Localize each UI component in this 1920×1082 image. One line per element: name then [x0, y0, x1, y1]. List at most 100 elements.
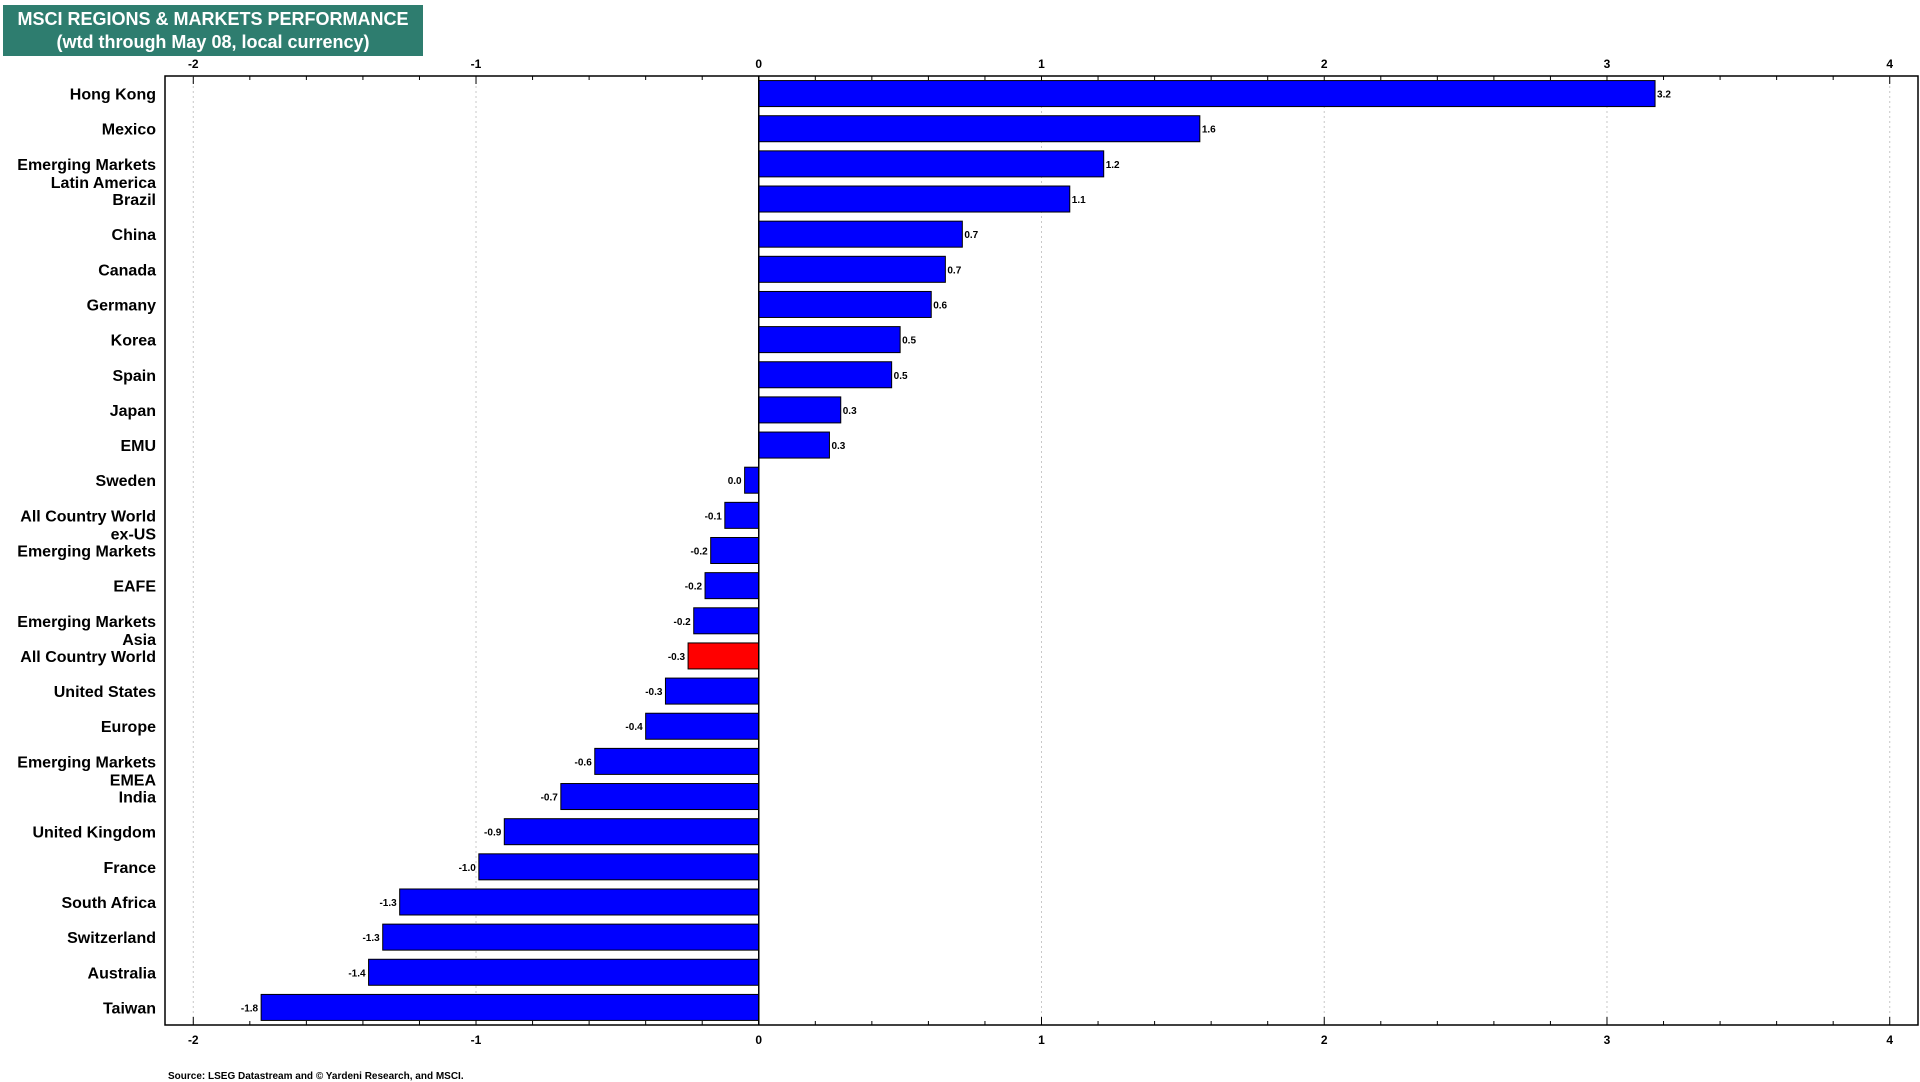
category-label-line2: Latin America [51, 175, 156, 192]
data-label: -1.4 [348, 968, 366, 979]
bar [710, 536, 760, 565]
data-label: -0.4 [625, 722, 643, 733]
bar [744, 466, 760, 494]
category-label: Brazil [112, 192, 156, 209]
data-label: 0.7 [964, 230, 978, 241]
x-tick-label-bottom: 2 [1321, 1033, 1328, 1047]
bar [560, 783, 760, 811]
data-label: 1.1 [1072, 195, 1086, 206]
data-label: 0.0 [728, 476, 742, 487]
category-label: EMU [120, 438, 156, 455]
bar [758, 185, 1071, 213]
bar [687, 642, 760, 670]
data-label: -1.8 [241, 1003, 259, 1014]
bar [758, 326, 901, 354]
bar [724, 501, 760, 529]
x-tick-label-top: 0 [755, 57, 762, 71]
data-label: -0.3 [645, 687, 663, 698]
data-label: -0.3 [668, 652, 686, 663]
bar [758, 80, 1656, 108]
data-label: -0.1 [705, 511, 723, 522]
data-label: -0.2 [690, 547, 708, 558]
category-label: South Africa [61, 895, 156, 912]
bar [399, 888, 760, 916]
x-tick-label-bottom: 0 [755, 1033, 762, 1047]
data-label: -1.0 [459, 863, 477, 874]
category-label: Spain [112, 368, 156, 385]
category-label: China [112, 227, 157, 244]
category-label: India [119, 790, 156, 807]
category-label: Hong Kong [70, 87, 156, 104]
category-label-line2: EMEA [110, 772, 157, 789]
category-label: Emerging Markets [17, 157, 156, 174]
chart-subtitle: (wtd through May 08, local currency) [56, 32, 370, 52]
category-label: United Kingdom [32, 825, 156, 842]
bar [260, 993, 760, 1021]
x-tick-label-bottom: -1 [471, 1033, 482, 1047]
bar [758, 396, 842, 424]
category-label: Sweden [96, 473, 156, 490]
bar [645, 712, 760, 740]
source-note: Source: LSEG Datastream and © Yardeni Re… [168, 1071, 464, 1082]
data-label: 0.6 [933, 300, 947, 311]
bar [758, 255, 946, 283]
bar [758, 150, 1105, 178]
category-label: EAFE [113, 579, 156, 596]
category-label: Europe [101, 719, 156, 736]
bar [368, 958, 760, 986]
data-label: -0.9 [484, 828, 502, 839]
x-tick-label-bottom: 1 [1038, 1033, 1045, 1047]
x-tick-label-top: 1 [1038, 57, 1045, 71]
category-label: All Country World [20, 508, 156, 525]
data-label: 1.2 [1106, 160, 1120, 171]
data-label: -1.3 [379, 898, 397, 909]
data-label: -1.3 [362, 933, 380, 944]
category-label: Canada [98, 262, 156, 279]
bar [758, 361, 893, 389]
bar [704, 572, 760, 600]
category-label: United States [54, 684, 156, 701]
bar [503, 818, 760, 846]
category-label-line2: ex-US [111, 526, 157, 543]
chart-title: MSCI REGIONS & MARKETS PERFORMANCE [17, 9, 409, 29]
category-label: All Country World [20, 649, 156, 666]
bar [758, 290, 932, 318]
bar [758, 431, 830, 459]
data-label: 1.6 [1202, 125, 1216, 136]
bar [664, 677, 760, 705]
category-label: Mexico [102, 122, 156, 139]
x-tick-label-top: -1 [471, 57, 482, 71]
bar [758, 220, 963, 248]
data-label: -0.6 [575, 757, 593, 768]
data-label: 0.7 [947, 265, 961, 276]
bar [594, 747, 760, 775]
category-label: Emerging Markets [17, 754, 156, 771]
category-label: Japan [110, 403, 156, 420]
bar [758, 115, 1201, 143]
x-tick-label-top: 4 [1886, 57, 1893, 71]
data-label: -0.2 [685, 582, 703, 593]
category-label: Emerging Markets [17, 544, 156, 561]
data-label: -0.7 [541, 793, 559, 804]
category-label: Switzerland [67, 930, 156, 947]
data-label: 0.3 [843, 406, 857, 417]
data-label: 0.5 [902, 336, 916, 347]
bar [478, 853, 760, 881]
data-label: 0.5 [894, 371, 908, 382]
x-tick-label-top: -2 [188, 57, 199, 71]
category-label: Emerging Markets [17, 614, 156, 631]
data-label: 0.3 [831, 441, 845, 452]
x-tick-label-top: 2 [1321, 57, 1328, 71]
category-label: France [104, 860, 157, 877]
category-label: Germany [87, 297, 156, 314]
bar [693, 607, 760, 635]
data-label: 3.2 [1657, 90, 1671, 101]
x-tick-label-bottom: 4 [1886, 1033, 1893, 1047]
x-tick-label-top: 3 [1604, 57, 1611, 71]
category-label: Korea [111, 333, 156, 350]
bar [382, 923, 760, 951]
data-label: -0.2 [673, 617, 691, 628]
category-label: Australia [88, 965, 157, 982]
category-label: Taiwan [103, 1000, 156, 1017]
